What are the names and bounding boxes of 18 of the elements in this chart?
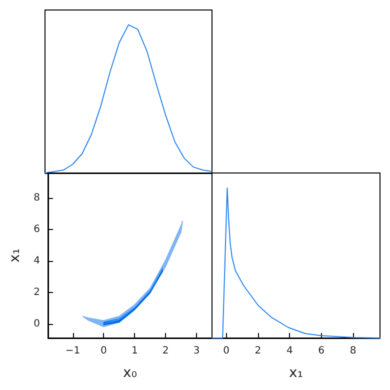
x-tick-label: 4 <box>286 346 293 356</box>
y-tick-label: 0 <box>34 318 40 330</box>
x-tick-label: 1 <box>131 346 138 356</box>
x-tick-label: 6 <box>318 346 325 356</box>
y-tick-label: 8 <box>34 192 40 204</box>
x-tick-label: 2 <box>162 346 169 356</box>
y-tick-label: 4 <box>34 256 40 266</box>
x-tick-label: 0 <box>100 346 107 356</box>
x-tick-label: −1 <box>65 346 80 356</box>
x-axis-title: x₁ <box>289 365 303 381</box>
x-tick-label: 3 <box>193 346 200 356</box>
x-tick-label: 8 <box>350 346 356 356</box>
x-tick-label: 2 <box>254 346 262 356</box>
x-axis-title: x₀ <box>123 365 138 381</box>
x-tick-label: 0 <box>223 346 230 356</box>
y-tick-label: 2 <box>34 286 40 298</box>
y-tick-label: 6 <box>34 224 40 236</box>
y-axis-title: x₁ <box>7 248 23 262</box>
